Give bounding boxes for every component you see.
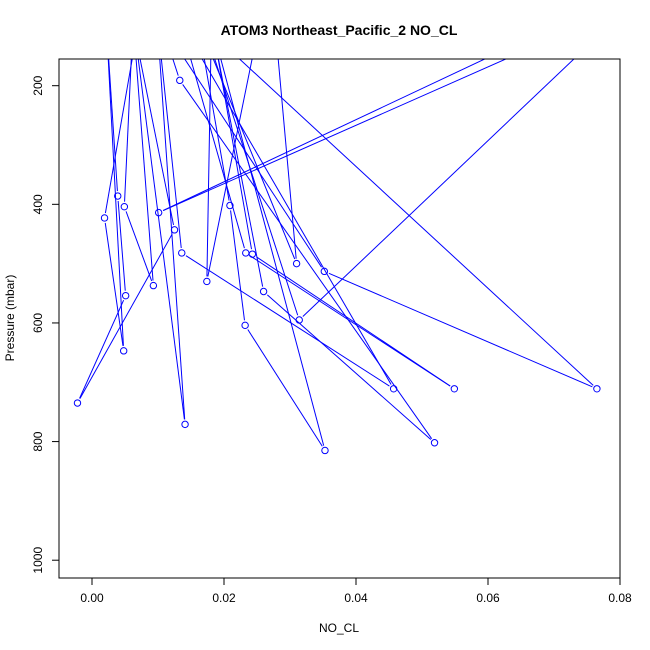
series-segment xyxy=(172,59,179,76)
x-tick-label: 0.06 xyxy=(476,591,500,605)
data-point xyxy=(241,321,249,330)
series-segment xyxy=(163,59,508,212)
series-segment xyxy=(107,59,124,346)
series-segment xyxy=(230,210,245,321)
y-tick-label: 400 xyxy=(31,194,45,214)
series-segment xyxy=(137,59,185,420)
series-segment xyxy=(277,59,297,259)
series-segment xyxy=(182,84,433,439)
data-point xyxy=(154,208,163,217)
series-segment xyxy=(267,294,432,440)
data-point xyxy=(203,277,211,286)
y-tick-label: 1000 xyxy=(31,547,45,574)
series-segment xyxy=(135,59,154,281)
series-segment xyxy=(256,256,451,387)
series-segment xyxy=(139,59,175,226)
data-point xyxy=(100,214,109,222)
data-point xyxy=(259,287,268,296)
series-segment xyxy=(214,59,299,316)
data-point xyxy=(430,439,439,447)
y-tick-label: 800 xyxy=(31,431,45,451)
series-segment xyxy=(104,222,124,346)
series-segment xyxy=(217,59,264,287)
x-tick-label: 0.00 xyxy=(80,591,104,605)
series-segment xyxy=(162,59,486,211)
data-point xyxy=(248,250,257,258)
x-tick-label: 0.02 xyxy=(212,591,236,605)
data-point xyxy=(119,347,128,355)
data-point xyxy=(120,202,129,211)
plot-area xyxy=(73,59,601,455)
data-point xyxy=(181,420,189,429)
data-point xyxy=(450,385,459,393)
series-segment xyxy=(212,59,296,260)
data-point xyxy=(292,259,301,268)
data-point xyxy=(73,399,82,407)
series-segment xyxy=(302,59,575,317)
series-segment xyxy=(124,59,132,202)
data-point xyxy=(149,281,158,290)
data-point xyxy=(593,385,601,393)
data-point xyxy=(321,446,329,455)
data-point xyxy=(389,385,398,393)
x-tick-label: 0.08 xyxy=(608,591,632,605)
series-segment xyxy=(160,59,182,249)
y-tick-label: 600 xyxy=(31,313,45,333)
data-point xyxy=(178,249,186,257)
series-segment xyxy=(79,233,173,399)
data-point xyxy=(114,192,122,200)
series-segment xyxy=(159,59,186,420)
y-axis: 200 400 600 800 1000 xyxy=(31,75,60,574)
series-segment xyxy=(79,300,125,399)
series-segment xyxy=(185,255,390,387)
series-segment xyxy=(108,59,118,192)
series-segment xyxy=(238,59,594,386)
series-segment xyxy=(117,200,126,291)
x-axis-label: NO_CL xyxy=(319,621,359,635)
x-axis: 0.00 0.02 0.04 0.06 0.08 xyxy=(80,577,632,605)
x-tick-label: 0.04 xyxy=(344,591,368,605)
series-segment xyxy=(247,329,323,447)
series-segment xyxy=(203,59,230,201)
data-point xyxy=(320,267,329,276)
series-segment xyxy=(190,59,245,249)
y-tick-label: 200 xyxy=(31,75,45,95)
data-point xyxy=(121,291,130,300)
data-point xyxy=(295,316,303,324)
chart-title: ATOM3 Northeast_Pacific_2 NO_CL xyxy=(221,22,458,38)
data-point xyxy=(176,76,184,85)
series-segment xyxy=(206,59,212,277)
y-axis-label: Pressure (mbar) xyxy=(3,275,17,362)
series-segment xyxy=(184,59,322,268)
series-segment xyxy=(125,211,153,282)
series-segment xyxy=(328,272,593,388)
series-segment xyxy=(220,59,325,446)
data-point xyxy=(226,201,234,210)
data-point xyxy=(170,226,179,234)
